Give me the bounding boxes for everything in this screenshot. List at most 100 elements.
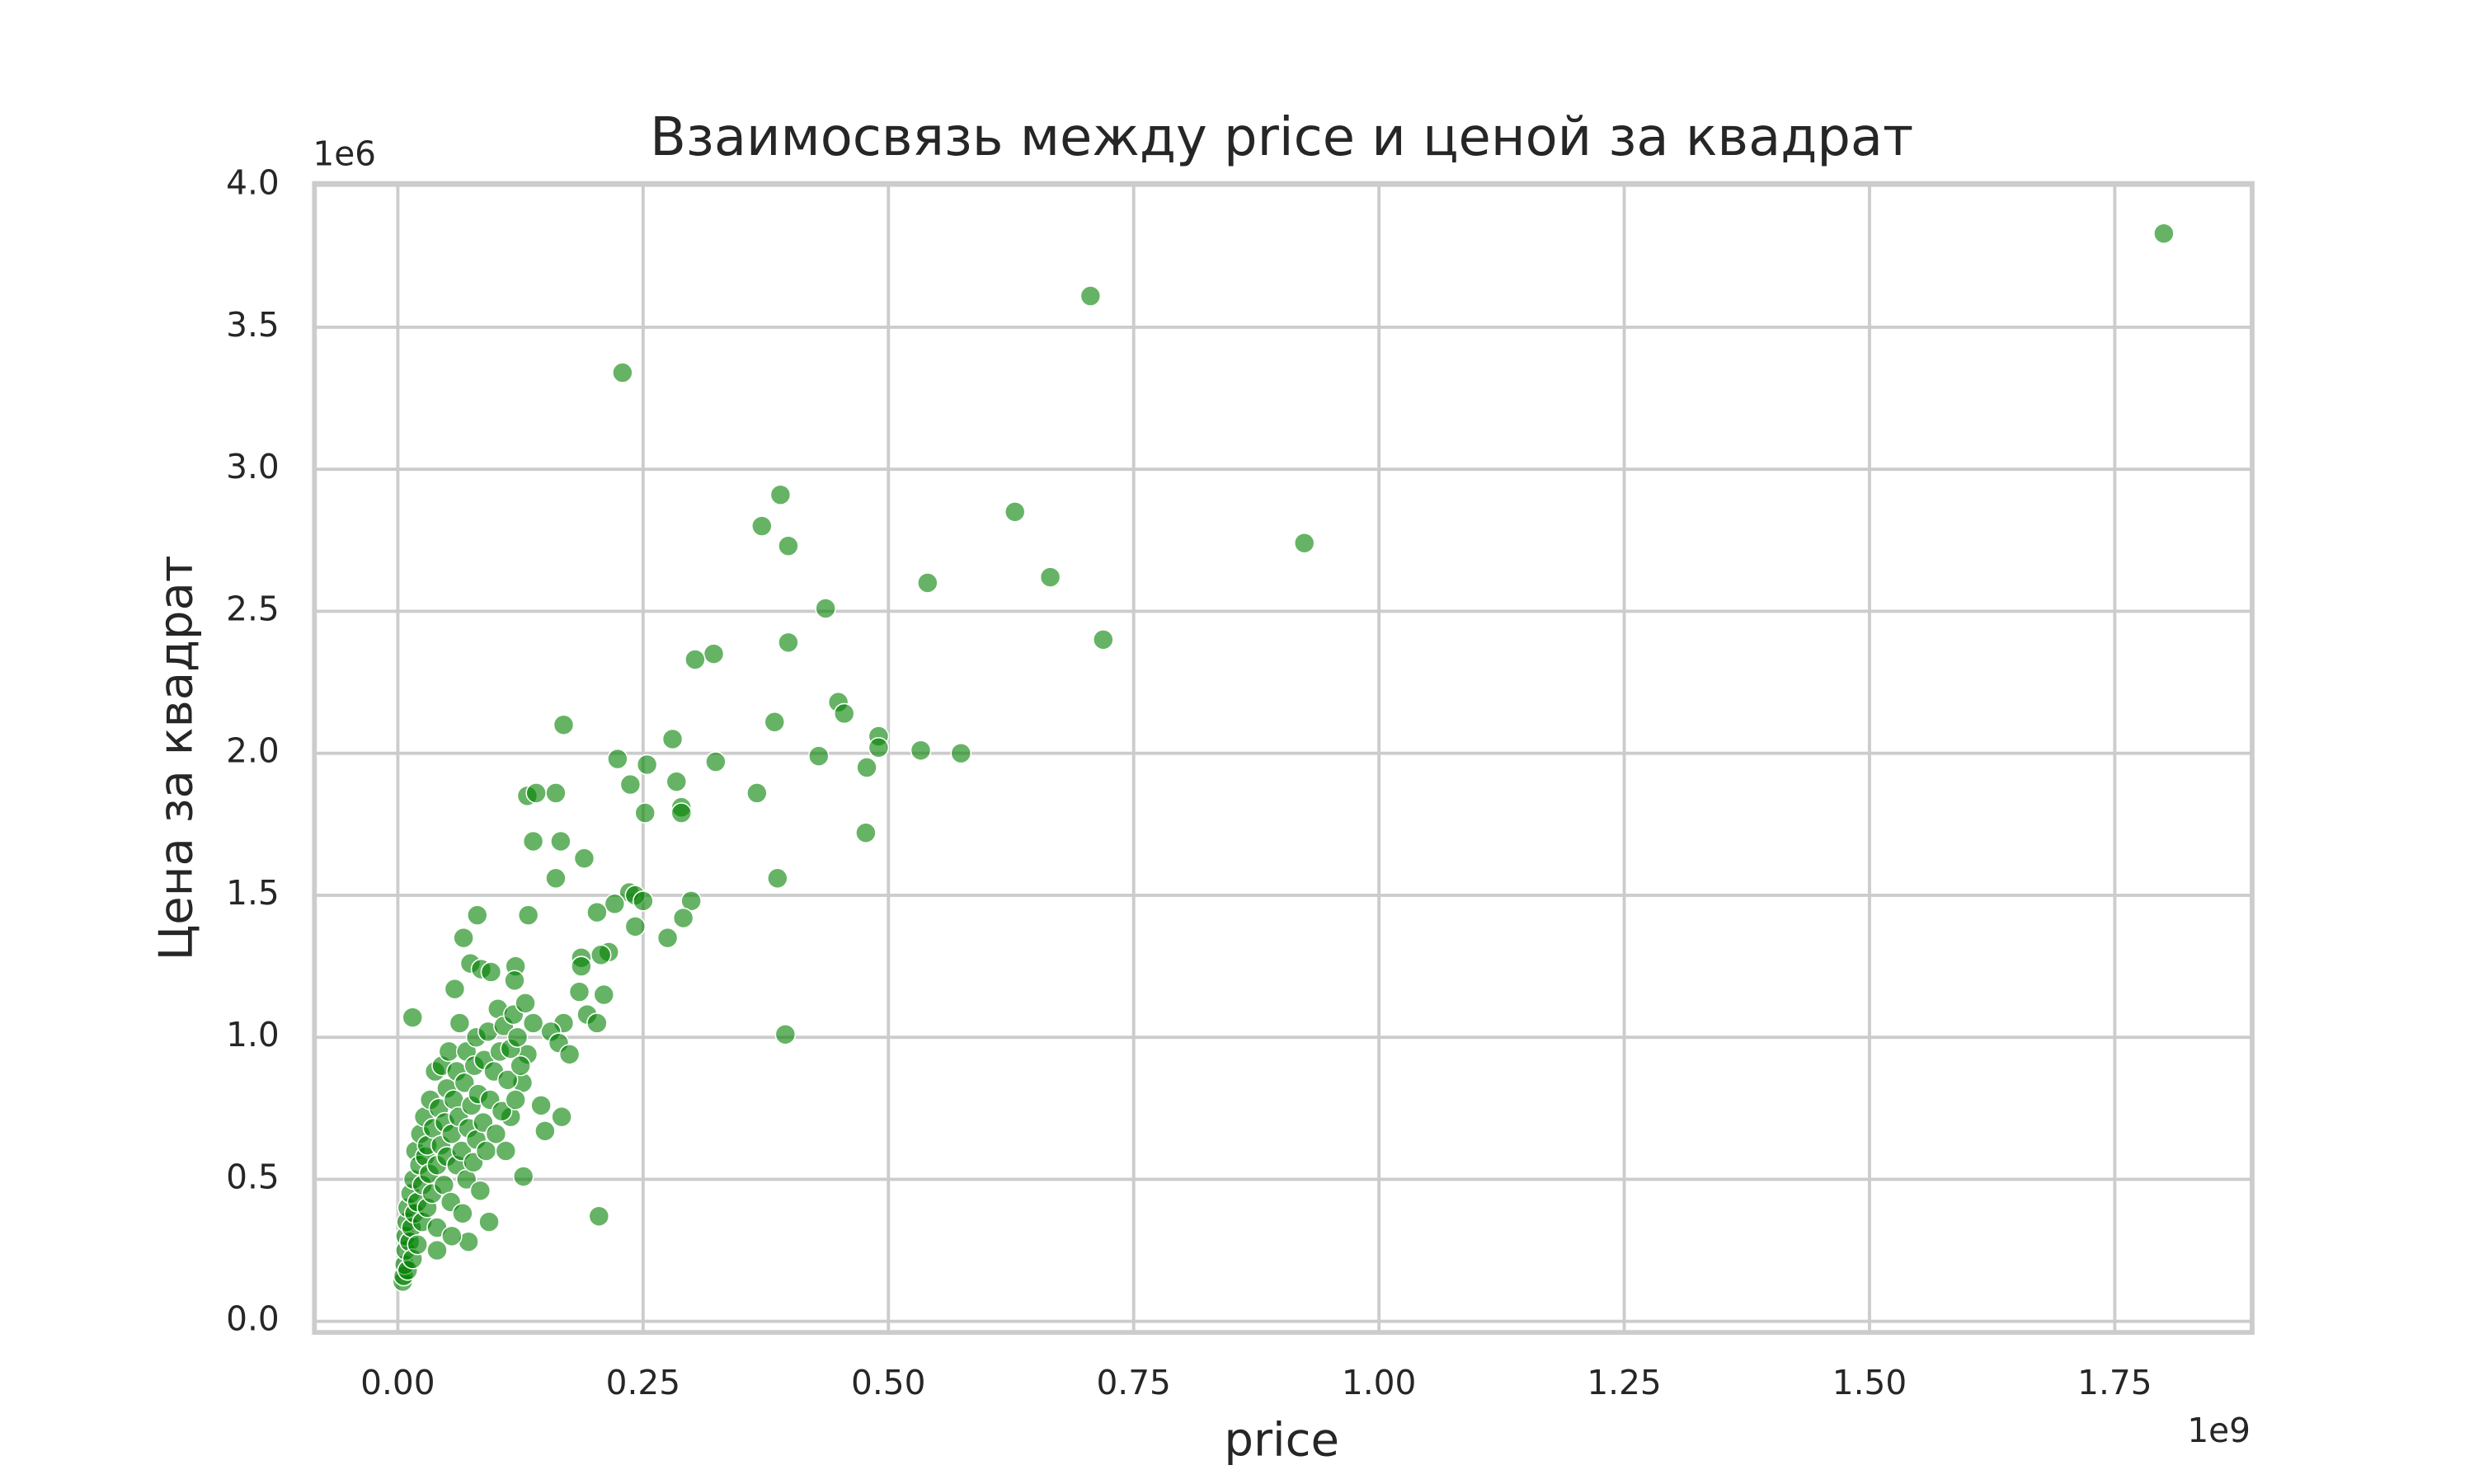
point (496, 1069, 519, 1091)
point (515, 993, 536, 1014)
point (855, 822, 877, 843)
point (633, 890, 654, 912)
y-tick-label: 4.0 (226, 163, 280, 203)
y-tick-label: 1.5 (226, 873, 280, 913)
y-tick-label: 2.5 (226, 589, 280, 628)
point (452, 1203, 473, 1224)
point (808, 745, 830, 767)
point (444, 978, 466, 1000)
points (392, 223, 2175, 1293)
point (1093, 629, 1114, 650)
point (910, 740, 932, 761)
point (868, 737, 890, 758)
point (504, 970, 525, 992)
point (449, 1012, 471, 1034)
point (558, 1044, 581, 1065)
point (534, 1120, 556, 1142)
point (491, 1100, 513, 1122)
point (705, 751, 727, 773)
y-tick-label: 3.0 (226, 447, 280, 486)
point (604, 893, 626, 915)
point (778, 535, 799, 556)
x-offset-label: 1e9 (2187, 1411, 2251, 1450)
point (751, 515, 773, 537)
point (480, 961, 502, 983)
point (586, 901, 608, 923)
y-offset-label: 1e6 (313, 134, 376, 174)
point (426, 1239, 448, 1261)
point (510, 1054, 531, 1077)
point (1079, 285, 1102, 307)
point (586, 1012, 608, 1034)
point (512, 1166, 534, 1187)
y-tick-label: 0.5 (226, 1157, 280, 1196)
point (769, 484, 792, 505)
point (495, 1140, 517, 1162)
point (767, 867, 788, 890)
point (593, 984, 615, 1006)
point (454, 1072, 476, 1094)
point (1004, 501, 1026, 523)
point (746, 782, 768, 804)
point (588, 1205, 610, 1227)
point (612, 362, 633, 383)
point (666, 771, 688, 792)
x-tick-label: 0.75 (1096, 1363, 1170, 1402)
point (485, 1123, 507, 1145)
x-tick-label: 1.25 (1587, 1363, 1661, 1402)
x-tick-label: 0.50 (851, 1363, 925, 1402)
point (478, 1211, 500, 1233)
point (407, 1233, 428, 1256)
point (590, 944, 612, 966)
point (1293, 532, 1315, 554)
point (545, 867, 567, 890)
x-tick-label: 1.00 (1342, 1363, 1416, 1402)
y-tick-label: 0.0 (226, 1299, 280, 1339)
point (670, 802, 693, 824)
point (815, 598, 836, 619)
point (550, 830, 571, 852)
point (438, 1040, 460, 1063)
point (506, 1026, 529, 1048)
point (553, 714, 575, 735)
point (634, 802, 656, 824)
point (441, 1225, 463, 1247)
point (469, 1180, 492, 1201)
point (453, 927, 474, 949)
point (607, 748, 628, 770)
point (680, 890, 702, 912)
y-tick-label: 2.0 (226, 731, 280, 771)
x-tick-label: 0.00 (360, 1363, 435, 1402)
point (522, 830, 544, 852)
point (624, 916, 647, 937)
y-tick-label: 3.5 (226, 305, 280, 345)
point (551, 1106, 572, 1128)
point (684, 649, 706, 670)
point (917, 572, 938, 594)
point (467, 904, 488, 926)
point (636, 754, 658, 776)
point (656, 927, 679, 949)
point (573, 848, 595, 869)
point (2153, 223, 2175, 244)
point (530, 1095, 552, 1116)
point (522, 1012, 544, 1034)
point (774, 1023, 797, 1045)
point (402, 1007, 424, 1028)
point (778, 632, 799, 654)
x-axis-label: price (1224, 1413, 1339, 1467)
point (1039, 566, 1061, 588)
y-axis-label: Цена за квадрат (149, 555, 203, 960)
point (856, 757, 877, 778)
point (568, 981, 590, 1003)
x-tick-label: 0.25 (606, 1363, 680, 1402)
point (833, 702, 855, 725)
x-tick-label: 1.50 (1832, 1363, 1907, 1402)
chart-title: Взаимосвязь между price и ценой за квадр… (650, 107, 1913, 168)
point (672, 907, 694, 929)
point (505, 1089, 526, 1111)
point (764, 711, 786, 733)
point (517, 904, 539, 926)
